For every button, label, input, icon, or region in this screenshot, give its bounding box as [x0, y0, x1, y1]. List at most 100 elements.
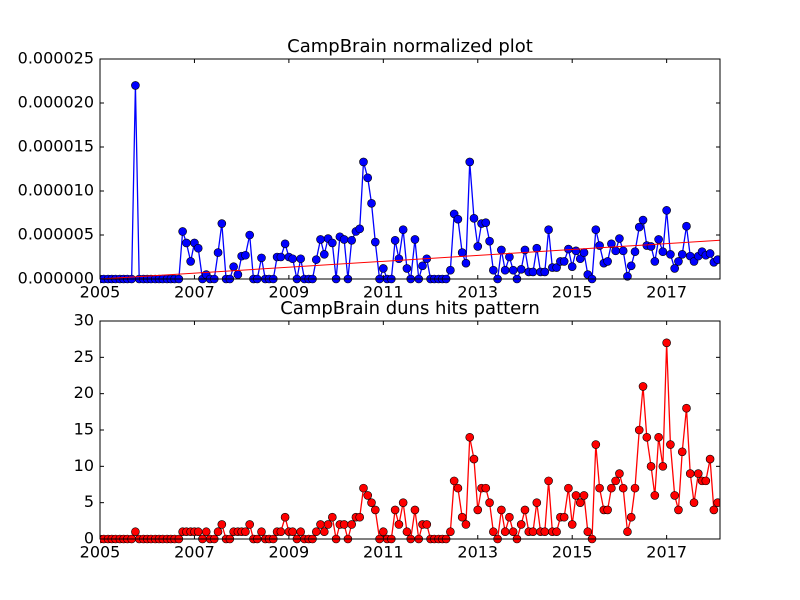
x-tick-label: 2009 — [269, 283, 310, 302]
data-point — [611, 246, 620, 256]
data-point — [564, 483, 573, 493]
data-point — [500, 265, 510, 275]
data-point — [193, 527, 203, 537]
data-point — [595, 483, 604, 493]
data-point — [229, 262, 238, 271]
data-point — [213, 248, 223, 257]
data-point — [689, 498, 699, 507]
data-point — [461, 520, 471, 529]
data-point — [654, 432, 663, 442]
data-point — [402, 527, 412, 537]
data-point — [528, 527, 538, 537]
data-point — [552, 527, 561, 537]
data-point — [571, 491, 581, 500]
data-point — [615, 469, 624, 478]
data-point — [615, 234, 624, 243]
data-point — [552, 263, 561, 272]
data-point — [571, 246, 581, 256]
y-tick-label: 5 — [84, 492, 94, 511]
data-point — [481, 483, 491, 493]
data-point — [567, 520, 577, 529]
data-point — [323, 520, 333, 529]
data-point — [186, 257, 195, 266]
data-point — [469, 454, 479, 464]
data-point — [540, 267, 550, 277]
data-point — [670, 491, 679, 500]
data-point — [658, 247, 668, 257]
data-point — [311, 527, 321, 537]
data-point — [638, 215, 648, 225]
data-point — [367, 199, 376, 208]
data-point — [508, 527, 518, 537]
data-point — [685, 469, 695, 478]
data-point — [465, 157, 475, 167]
plot-area — [100, 321, 720, 539]
data-point — [296, 527, 305, 537]
data-point — [544, 476, 553, 486]
data-point — [674, 505, 683, 515]
data-point — [457, 248, 467, 257]
data-point — [528, 267, 538, 277]
data-point — [583, 527, 593, 537]
y-tick-label: 0.000020 — [18, 93, 94, 112]
data-point — [457, 512, 467, 522]
data-point — [634, 222, 644, 232]
data-point — [311, 255, 321, 264]
y-tick-label: 25 — [74, 347, 94, 366]
data-point — [473, 505, 483, 515]
data-point — [363, 173, 373, 183]
data-point — [559, 512, 569, 522]
data-point — [319, 527, 329, 537]
data-point — [508, 265, 518, 275]
data-point — [607, 239, 616, 249]
data-point — [500, 527, 510, 537]
y-tick-label: 0.000000 — [18, 269, 94, 288]
data-point — [280, 512, 290, 522]
data-point — [497, 505, 506, 515]
data-point — [473, 242, 483, 251]
data-point — [241, 527, 250, 537]
y-tick-label: 0 — [84, 529, 94, 548]
x-tick-label: 2011 — [363, 283, 404, 302]
data-point — [505, 512, 514, 522]
data-point — [363, 491, 373, 500]
y-tick-label: 0.000015 — [18, 137, 94, 156]
data-point — [453, 214, 463, 224]
data-point — [217, 219, 227, 228]
data-point — [257, 253, 266, 263]
data-point — [217, 520, 227, 529]
axes-frame — [99, 320, 721, 540]
data-point — [705, 249, 715, 258]
data-point — [485, 498, 494, 507]
data-point — [626, 512, 636, 522]
data-point — [670, 264, 679, 273]
data-point — [618, 246, 628, 256]
data-point — [201, 527, 211, 537]
data-point — [370, 505, 380, 515]
data-point — [705, 454, 715, 464]
data-point — [540, 527, 550, 537]
data-point — [505, 252, 514, 262]
data-point — [489, 265, 498, 275]
data-point — [603, 505, 612, 515]
data-point — [390, 235, 400, 245]
data-point — [579, 491, 589, 500]
data-point — [567, 262, 577, 271]
data-point — [575, 254, 585, 264]
data-point — [193, 243, 203, 253]
data-point — [245, 520, 254, 529]
data-point — [662, 338, 671, 348]
data-point — [280, 239, 290, 249]
data-point — [394, 520, 404, 529]
data-point — [544, 225, 553, 235]
data-point — [520, 505, 530, 515]
data-point — [650, 491, 660, 500]
data-point — [481, 218, 491, 227]
data-point — [316, 235, 325, 244]
data-point — [359, 483, 368, 493]
data-point — [257, 527, 266, 537]
data-point — [410, 235, 420, 244]
data-point — [603, 257, 612, 266]
data-point — [296, 254, 305, 264]
data-point — [677, 447, 687, 457]
